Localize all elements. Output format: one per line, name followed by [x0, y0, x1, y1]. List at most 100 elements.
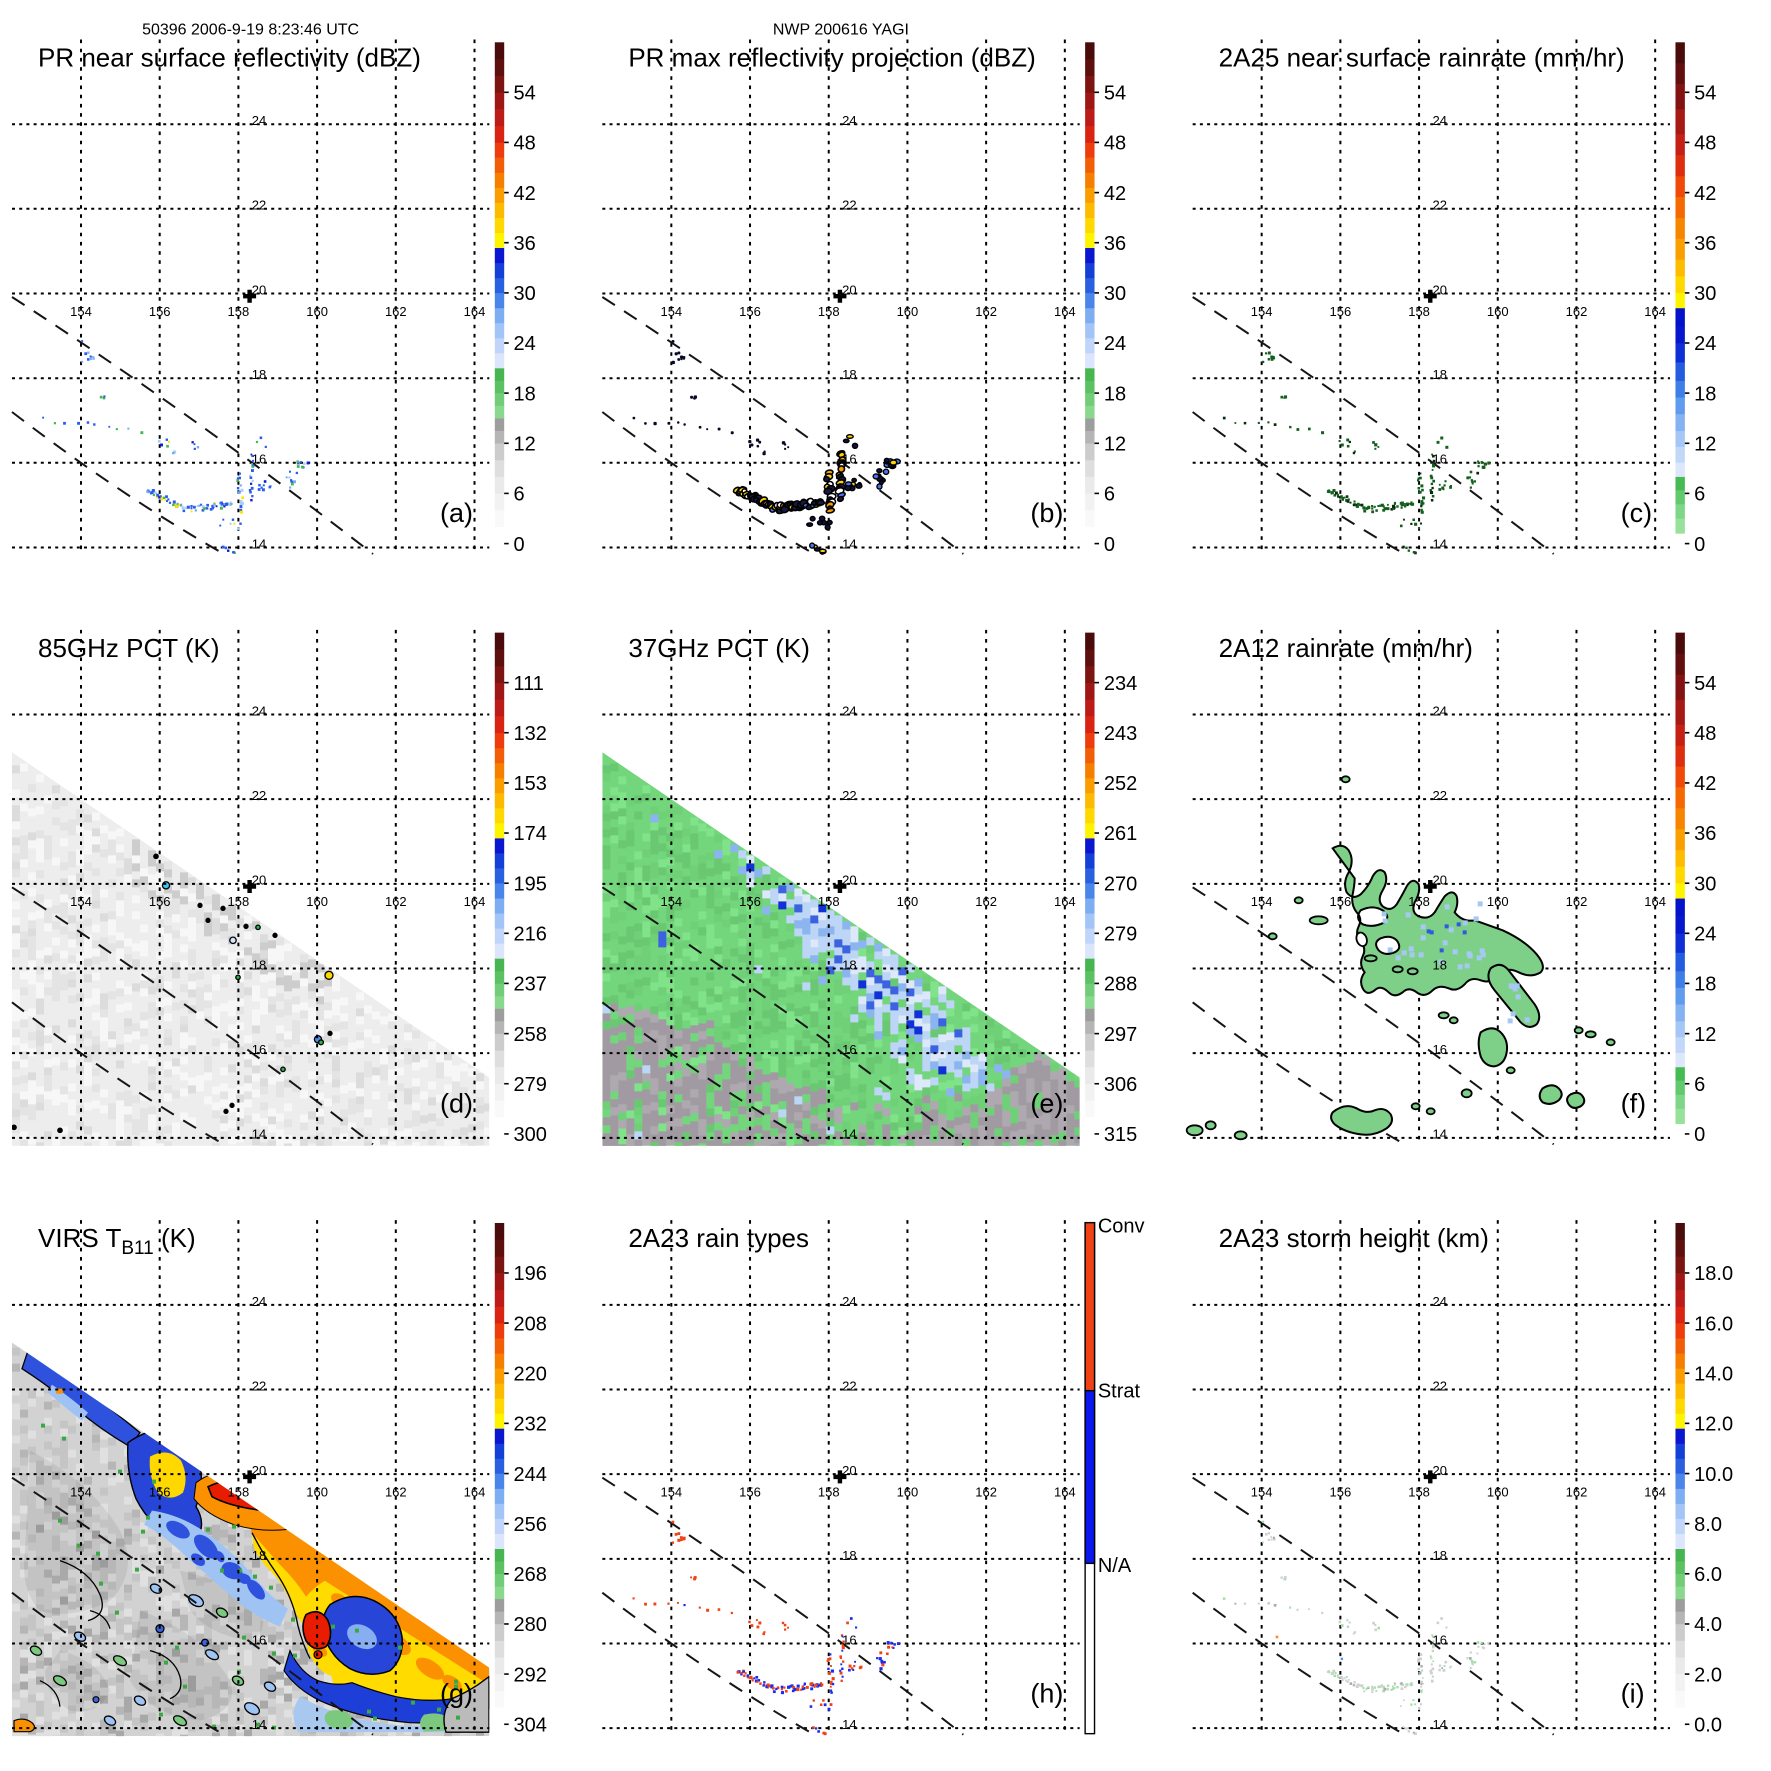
svg-text:208: 208: [514, 1313, 547, 1335]
svg-text:156: 156: [739, 304, 761, 319]
svg-text:156: 156: [739, 894, 761, 909]
svg-text:2A25 near surface rainrate (mm: 2A25 near surface rainrate (mm/hr): [1219, 43, 1625, 73]
svg-text:2A23 storm height (km): 2A23 storm height (km): [1219, 1223, 1489, 1253]
svg-text:22: 22: [842, 788, 856, 803]
svg-text:54: 54: [1694, 83, 1716, 105]
svg-text:22: 22: [252, 198, 266, 213]
svg-text:154: 154: [660, 1484, 682, 1499]
svg-text:268: 268: [514, 1564, 547, 1586]
svg-text:315: 315: [1104, 1124, 1137, 1146]
svg-text:20: 20: [252, 282, 266, 297]
svg-text:14.0: 14.0: [1694, 1363, 1733, 1385]
svg-text:164: 164: [1054, 894, 1076, 909]
svg-text:14: 14: [252, 1717, 266, 1732]
svg-text:14: 14: [252, 536, 266, 551]
svg-text:196: 196: [514, 1263, 547, 1285]
svg-text:6: 6: [1104, 484, 1115, 506]
svg-text:162: 162: [385, 894, 407, 909]
svg-text:36: 36: [1104, 233, 1126, 255]
svg-text:22: 22: [842, 198, 856, 213]
svg-text:10.0: 10.0: [1694, 1464, 1733, 1486]
svg-text:160: 160: [1487, 894, 1509, 909]
svg-text:42: 42: [514, 183, 536, 205]
svg-text:162: 162: [1566, 894, 1588, 909]
svg-text:164: 164: [1644, 894, 1666, 909]
svg-text:18: 18: [1104, 383, 1126, 405]
svg-text:164: 164: [1644, 304, 1666, 319]
svg-text:158: 158: [1408, 894, 1430, 909]
svg-text:20: 20: [842, 873, 856, 888]
svg-text:16: 16: [1432, 1632, 1446, 1647]
svg-text:158: 158: [1408, 1484, 1430, 1499]
svg-text:154: 154: [1251, 1484, 1273, 1499]
svg-text:162: 162: [1566, 1484, 1588, 1499]
svg-text:16: 16: [252, 1632, 266, 1647]
svg-text:12: 12: [514, 434, 536, 456]
svg-text:14: 14: [252, 1127, 266, 1142]
svg-text:54: 54: [1694, 673, 1716, 695]
svg-text:160: 160: [306, 1484, 328, 1499]
svg-text:24: 24: [252, 113, 266, 128]
svg-text:6: 6: [1694, 1074, 1705, 1096]
svg-text:18: 18: [842, 367, 856, 382]
svg-text:162: 162: [975, 304, 997, 319]
svg-text:158: 158: [228, 894, 250, 909]
svg-text:156: 156: [1330, 1484, 1352, 1499]
svg-text:306: 306: [1104, 1074, 1137, 1096]
svg-text:20: 20: [252, 873, 266, 888]
svg-text:304: 304: [514, 1714, 547, 1736]
svg-text:N/A: N/A: [1098, 1555, 1132, 1577]
svg-text:261: 261: [1104, 823, 1137, 845]
svg-text:24: 24: [252, 1294, 266, 1309]
svg-text:(c): (c): [1621, 498, 1652, 528]
svg-text:237: 237: [514, 974, 547, 996]
svg-text:18: 18: [1694, 383, 1716, 405]
svg-text:156: 156: [739, 1484, 761, 1499]
svg-text:164: 164: [1644, 1484, 1666, 1499]
svg-text:24: 24: [842, 703, 856, 718]
svg-text:2A23 rain types: 2A23 rain types: [628, 1223, 809, 1253]
svg-text:12.0: 12.0: [1694, 1414, 1733, 1436]
svg-text:4.0: 4.0: [1694, 1614, 1722, 1636]
svg-text:NWP 200616 YAGI: NWP 200616 YAGI: [773, 22, 909, 39]
svg-text:14: 14: [842, 1717, 856, 1732]
svg-text:50396 2006-9-19 8:23:46 UTC: 50396 2006-9-19 8:23:46 UTC: [142, 22, 359, 39]
svg-text:48: 48: [1104, 133, 1126, 155]
svg-text:18: 18: [842, 1548, 856, 1563]
svg-text:243: 243: [1104, 723, 1137, 745]
svg-text:85GHz PCT (K): 85GHz PCT (K): [38, 633, 220, 663]
svg-text:18: 18: [842, 957, 856, 972]
svg-text:16: 16: [252, 452, 266, 467]
svg-text:30: 30: [514, 283, 536, 305]
svg-text:0: 0: [514, 534, 525, 556]
svg-text:22: 22: [252, 1378, 266, 1393]
svg-text:297: 297: [1104, 1024, 1137, 1046]
svg-text:162: 162: [385, 304, 407, 319]
svg-text:162: 162: [975, 1484, 997, 1499]
svg-text:30: 30: [1694, 283, 1716, 305]
svg-text:24: 24: [514, 333, 536, 355]
svg-text:174: 174: [514, 823, 547, 845]
svg-text:24: 24: [842, 113, 856, 128]
svg-text:279: 279: [1104, 924, 1137, 946]
svg-text:158: 158: [818, 304, 840, 319]
svg-text:(b): (b): [1030, 498, 1063, 528]
svg-text:16: 16: [842, 1632, 856, 1647]
svg-text:20: 20: [1432, 873, 1446, 888]
svg-text:154: 154: [70, 1484, 92, 1499]
svg-text:216: 216: [514, 924, 547, 946]
svg-text:156: 156: [1330, 304, 1352, 319]
svg-text:18: 18: [1432, 957, 1446, 972]
svg-text:16: 16: [842, 452, 856, 467]
svg-text:18: 18: [252, 367, 266, 382]
svg-text:6.0: 6.0: [1694, 1564, 1722, 1586]
svg-text:36: 36: [514, 233, 536, 255]
svg-text:24: 24: [1432, 113, 1446, 128]
svg-text:156: 156: [1330, 894, 1352, 909]
svg-text:0: 0: [1694, 534, 1705, 556]
svg-text:18.0: 18.0: [1694, 1263, 1733, 1285]
svg-text:22: 22: [1432, 1378, 1446, 1393]
svg-text:154: 154: [70, 304, 92, 319]
svg-text:288: 288: [1104, 974, 1137, 996]
svg-text:(f): (f): [1621, 1088, 1646, 1118]
